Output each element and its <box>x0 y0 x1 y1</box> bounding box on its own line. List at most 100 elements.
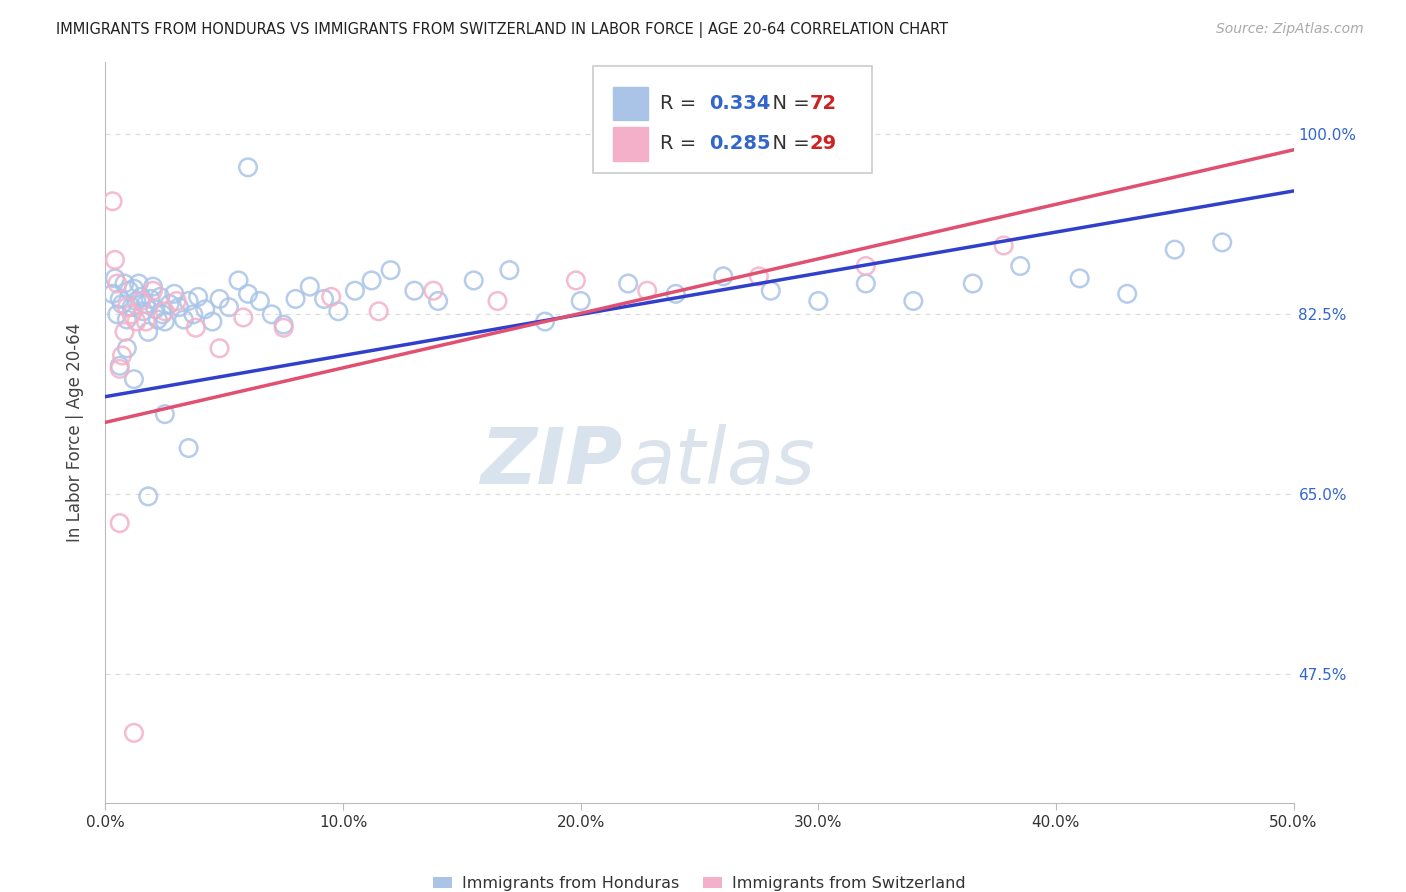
Point <box>298 279 321 293</box>
Point <box>149 290 172 304</box>
Point <box>108 292 131 306</box>
Point <box>121 307 143 321</box>
Point <box>115 300 138 314</box>
Text: IMMIGRANTS FROM HONDURAS VS IMMIGRANTS FROM SWITZERLAND IN LABOR FORCE | AGE 20-: IMMIGRANTS FROM HONDURAS VS IMMIGRANTS F… <box>56 22 949 38</box>
Point <box>260 307 283 321</box>
Point <box>104 271 127 285</box>
Point <box>1010 259 1032 273</box>
Point <box>855 259 877 273</box>
Point <box>142 279 165 293</box>
Point <box>152 307 174 321</box>
Point <box>218 300 240 314</box>
Point <box>565 273 588 287</box>
Point <box>111 297 134 311</box>
Point <box>122 372 145 386</box>
Point <box>159 297 181 311</box>
Legend: Immigrants from Honduras, Immigrants from Switzerland: Immigrants from Honduras, Immigrants fro… <box>427 870 972 892</box>
Point <box>236 286 259 301</box>
Point <box>115 341 138 355</box>
Point <box>617 277 640 291</box>
Point <box>273 318 295 332</box>
Point <box>208 292 231 306</box>
Point <box>108 516 131 530</box>
Text: atlas: atlas <box>628 425 815 500</box>
Point <box>855 277 877 291</box>
Text: N =: N = <box>761 135 815 153</box>
Point <box>129 290 152 304</box>
Point <box>534 315 557 329</box>
Point <box>380 263 402 277</box>
Point <box>167 300 190 314</box>
Point <box>135 315 157 329</box>
Text: R =: R = <box>661 94 703 112</box>
Point <box>114 325 136 339</box>
Point <box>177 441 200 455</box>
Point <box>153 304 176 318</box>
Point <box>360 273 382 287</box>
Point <box>153 315 176 329</box>
Point <box>114 277 136 291</box>
Point <box>665 286 688 301</box>
Point <box>153 407 176 421</box>
Point <box>143 302 166 317</box>
Point <box>166 293 188 308</box>
Text: 0.334: 0.334 <box>709 94 770 112</box>
Point <box>122 726 145 740</box>
Point <box>146 312 169 326</box>
Point <box>101 286 124 301</box>
Point <box>108 359 131 373</box>
Point <box>232 310 254 325</box>
Text: 0.285: 0.285 <box>709 135 770 153</box>
Point <box>993 238 1015 252</box>
Point <box>903 293 925 308</box>
Point <box>125 315 148 329</box>
Point <box>173 312 195 326</box>
Point <box>962 277 984 291</box>
FancyBboxPatch shape <box>613 87 648 120</box>
Point <box>321 290 343 304</box>
Point <box>201 315 224 329</box>
Point <box>142 284 165 298</box>
Point <box>194 302 217 317</box>
Text: N =: N = <box>761 94 815 112</box>
FancyBboxPatch shape <box>592 66 872 173</box>
Point <box>135 297 157 311</box>
Point <box>1164 243 1187 257</box>
Point <box>132 304 155 318</box>
Point <box>111 349 134 363</box>
Point <box>208 341 231 355</box>
Point <box>1069 271 1091 285</box>
FancyBboxPatch shape <box>613 128 648 161</box>
Point <box>187 290 209 304</box>
Point <box>1116 286 1139 301</box>
Point <box>273 320 295 334</box>
Point <box>404 284 426 298</box>
Point <box>115 312 138 326</box>
Point <box>249 293 271 308</box>
Point <box>136 489 159 503</box>
Point <box>125 293 148 308</box>
Point <box>1211 235 1233 250</box>
Point <box>163 286 186 301</box>
Point <box>228 273 250 287</box>
Point <box>122 282 145 296</box>
Point <box>101 194 124 209</box>
Point <box>748 269 770 284</box>
Point <box>636 284 658 298</box>
Point <box>569 293 592 308</box>
Point <box>236 161 259 175</box>
Point <box>105 307 128 321</box>
Point <box>104 252 127 267</box>
Point <box>807 293 830 308</box>
Point <box>136 325 159 339</box>
Point <box>486 293 509 308</box>
Point <box>343 284 366 298</box>
Point <box>139 292 162 306</box>
Point <box>367 304 389 318</box>
Point <box>284 292 307 306</box>
Text: ZIP: ZIP <box>479 425 623 500</box>
Point <box>129 293 152 308</box>
Point <box>184 320 207 334</box>
Text: 72: 72 <box>810 94 837 112</box>
Point <box>118 284 141 298</box>
